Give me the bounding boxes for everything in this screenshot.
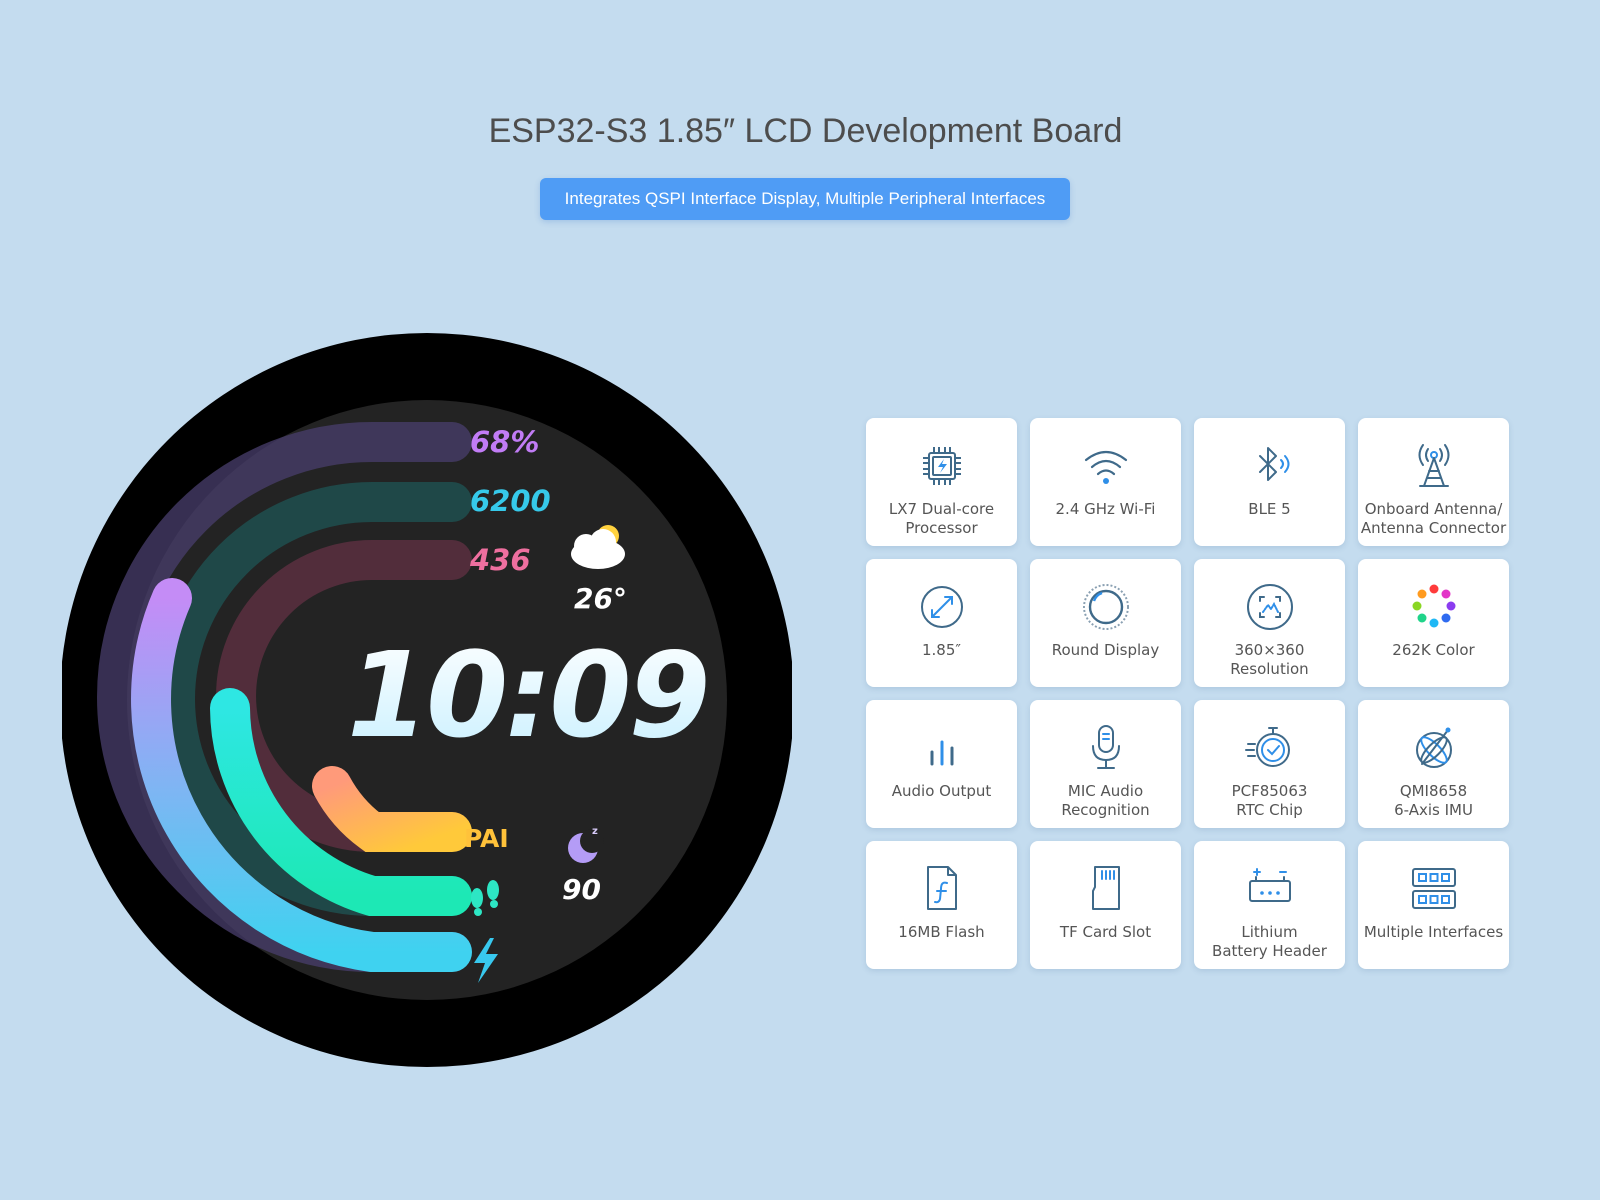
- sleep-value: 90: [562, 873, 601, 906]
- middle-track: [155, 482, 472, 916]
- imu-gyro-icon: [1415, 727, 1452, 768]
- feature-card-resolution: 360×360 Resolution: [1194, 559, 1345, 687]
- feature-label: 262K Color: [1392, 641, 1475, 659]
- steps-value: 6200: [470, 484, 551, 518]
- feature-card-audio-output: Audio Output: [866, 700, 1017, 828]
- resolution-icon: [1246, 584, 1293, 630]
- audio-bars-icon: [930, 740, 953, 766]
- feature-card-round-display: Round Display: [1030, 559, 1181, 687]
- calories-value: 436: [469, 543, 531, 577]
- battery-arc: [131, 578, 472, 972]
- temperature-value: 26°: [574, 582, 627, 615]
- feature-label: QMI8658 6-Axis IMU: [1394, 782, 1473, 819]
- feature-card-antenna: Onboard Antenna/ Antenna Connector: [1358, 418, 1509, 546]
- antenna-icon: [1418, 444, 1449, 487]
- feature-label: 16MB Flash: [898, 923, 985, 941]
- feature-label: LX7 Dual-core Processor: [888, 500, 995, 537]
- clock-time: 10:09: [347, 626, 708, 764]
- feature-card-ble: BLE 5: [1194, 418, 1345, 546]
- feature-card-processor: LX7 Dual-core Processor: [866, 418, 1017, 546]
- feature-card-imu: QMI8658 6-Axis IMU: [1358, 700, 1509, 828]
- feature-label: Onboard Antenna/ Antenna Connector: [1360, 500, 1507, 537]
- chip-icon: [922, 447, 961, 485]
- feature-card-size: 1.85″: [866, 559, 1017, 687]
- feature-label: 2.4 GHz Wi-Fi: [1055, 500, 1156, 518]
- feature-card-color: 262K Color: [1358, 559, 1509, 687]
- diagonal-size-icon: [920, 586, 963, 628]
- feature-card-rtc: PCF85063 RTC Chip: [1194, 700, 1345, 828]
- steps-arc: [210, 688, 472, 916]
- feature-card-wifi: 2.4 GHz Wi-Fi: [1030, 418, 1181, 546]
- battery-header-icon: [1248, 868, 1291, 902]
- color-dots-icon: [1412, 584, 1455, 628]
- calories-arc: [312, 766, 472, 852]
- feature-label: 360×360 Resolution: [1230, 641, 1309, 678]
- cloud-sun-icon: [571, 525, 625, 569]
- feature-label: Multiple Interfaces: [1363, 923, 1504, 941]
- feature-card-mic: MIC Audio Recognition: [1030, 700, 1181, 828]
- interfaces-icon: [1411, 868, 1456, 909]
- battery-value: 68%: [470, 425, 539, 459]
- pai-label: PAI: [464, 824, 509, 853]
- sd-card-icon: [1091, 866, 1120, 910]
- feature-label: MIC Audio Recognition: [1061, 782, 1150, 819]
- wifi-icon: [1084, 450, 1127, 484]
- microphone-icon: [1091, 725, 1120, 769]
- feature-label: PCF85063 RTC Chip: [1231, 782, 1308, 819]
- feature-label: Round Display: [1051, 641, 1160, 659]
- page-title: ESP32-S3 1.85″ LCD Development Board: [488, 112, 1123, 150]
- feature-card-flash: 16MB Flash: [866, 841, 1017, 969]
- moon-sleep-icon: z: [568, 826, 604, 863]
- bluetooth-icon: [1258, 447, 1289, 481]
- round-display-icon: [1082, 584, 1129, 630]
- lightning-icon: [474, 938, 498, 983]
- feature-card-tf: TF Card Slot: [1030, 841, 1181, 969]
- feature-label: BLE 5: [1248, 500, 1291, 518]
- feature-label: Lithium Battery Header: [1212, 923, 1327, 960]
- footsteps-icon: [471, 880, 499, 916]
- stopwatch-icon: [1244, 727, 1290, 767]
- feature-label: TF Card Slot: [1059, 923, 1152, 941]
- feature-label: 1.85″: [921, 641, 961, 659]
- svg-text:z: z: [592, 826, 598, 837]
- subtitle-banner: Integrates QSPI Interface Display, Multi…: [540, 178, 1070, 220]
- feature-card-interfaces: Multiple Interfaces: [1358, 841, 1509, 969]
- feature-label: Audio Output: [891, 782, 992, 800]
- round-watch-display: 68% 6200 436 26° 10:09 PAI z 90: [62, 333, 792, 1067]
- feature-card-battery: Lithium Battery Header: [1194, 841, 1345, 969]
- flash-file-icon: [926, 866, 957, 910]
- feature-grid: LX7 Dual-core Processor 2.4 GHz Wi-Fi BL…: [866, 418, 1509, 969]
